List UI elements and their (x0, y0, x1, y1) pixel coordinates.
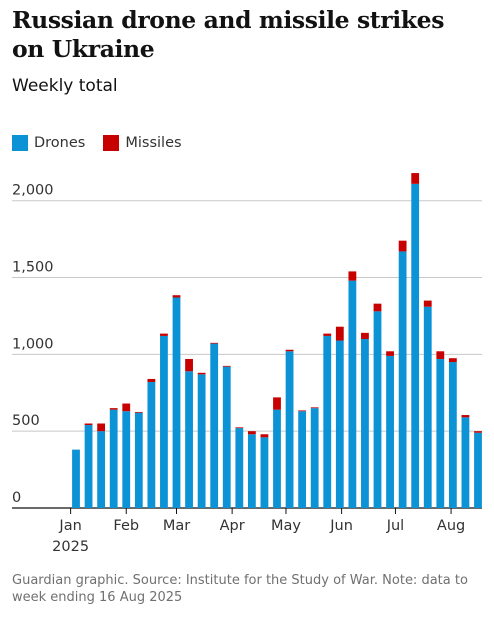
bar-missiles (310, 407, 319, 409)
x-tick-label: Apr (220, 518, 245, 534)
bar-drones (398, 251, 407, 508)
bar-missiles (122, 403, 131, 412)
bar-missiles (247, 431, 256, 435)
bar-drones (461, 417, 470, 508)
bar-drones (474, 432, 482, 508)
bar-missiles (260, 434, 269, 438)
source-note: Guardian graphic. Source: Institute for … (12, 573, 468, 605)
bar-missiles (160, 333, 168, 336)
bar-missiles (474, 431, 482, 433)
y-tick-label: 500 (12, 413, 40, 429)
bar-missiles (97, 423, 106, 432)
chart-subtitle: Weekly total (12, 76, 118, 96)
legend-item-drones: Drones (12, 135, 85, 151)
bar-drones (197, 374, 206, 508)
bar-drones (109, 409, 118, 508)
bar-missiles (109, 408, 118, 410)
bar-missiles (323, 333, 332, 336)
bar-drones (423, 306, 432, 508)
chart-title: Russian drone and missile strikes on Ukr… (12, 6, 445, 63)
bar-missiles (335, 326, 344, 341)
bar-drones (348, 280, 357, 508)
bar-drones (310, 408, 319, 508)
bar-drones (436, 358, 445, 508)
bar-drones (298, 411, 307, 508)
bar-drones (72, 449, 80, 508)
bar-missiles (172, 295, 181, 298)
bar-missiles (84, 423, 93, 426)
bar-missiles (197, 372, 206, 375)
bar-drones (97, 431, 106, 508)
bar-drones (273, 409, 281, 508)
bar-missiles (235, 427, 244, 429)
bar-drones (210, 343, 219, 508)
bar-drones (361, 339, 369, 508)
bar-missiles (210, 342, 219, 344)
legend-label-missiles: Missiles (125, 135, 182, 151)
x-tick-label: Aug (437, 518, 465, 534)
bar-missiles (411, 173, 420, 184)
bar-drones (222, 366, 231, 508)
y-tick-label: 1,000 (12, 336, 54, 352)
bar-missiles (273, 397, 281, 410)
bar-missiles (398, 240, 407, 252)
bar-drones (335, 340, 344, 508)
x-tick-year-label: 2025 (52, 539, 89, 555)
x-tick-label: Jun (329, 518, 353, 534)
bar-drones (260, 437, 269, 508)
bar-drones (160, 335, 168, 508)
bar-chart: 0 500 1,000 1,500 2,000 Jan 2025 Feb Mar Apr May Ju… (12, 173, 482, 555)
x-tick-label: Jul (386, 518, 405, 534)
bar-missiles (222, 365, 231, 367)
bar-drones (247, 434, 256, 508)
y-tick-label: 1,500 (12, 260, 54, 276)
x-tick-label: Feb (113, 518, 139, 534)
bar-drones (134, 412, 143, 508)
bar-missiles (461, 415, 470, 418)
bar-missiles (373, 303, 382, 312)
bar-drones (147, 382, 156, 508)
bar-drones (235, 428, 244, 508)
bar-missiles (348, 271, 357, 281)
bar-missiles (423, 300, 432, 307)
bar-drones (386, 355, 394, 508)
bar-drones (448, 362, 457, 508)
y-tick-label: 2,000 (12, 183, 54, 199)
legend-swatch-missiles (103, 135, 120, 151)
bar-missiles (134, 411, 143, 413)
bar-missiles (436, 351, 445, 359)
bar-missiles (448, 358, 457, 363)
y-tick-label: 0 (12, 490, 21, 506)
x-tick-label: May (271, 518, 301, 534)
bar-missiles (361, 332, 369, 339)
bar-drones (323, 335, 332, 508)
legend-item-missiles: Missiles (103, 135, 182, 151)
bar-drones (122, 411, 131, 508)
bar-drones (285, 351, 294, 508)
bar-missiles (185, 358, 193, 372)
x-tick-label: Mar (163, 518, 190, 534)
legend-label-drones: Drones (34, 135, 86, 151)
x-tick-label: Jan (58, 518, 81, 534)
bar-drones (84, 425, 93, 508)
bar-missiles (298, 410, 307, 412)
bar-drones (411, 183, 420, 508)
bar-drones (373, 311, 382, 508)
legend: Drones Missiles (12, 135, 200, 151)
bar-missiles (386, 351, 394, 356)
legend-swatch-drones (12, 135, 28, 151)
bar-drones (172, 297, 181, 508)
bar-drones (185, 371, 193, 508)
bar-missiles (285, 349, 294, 352)
bar-missiles (147, 378, 156, 383)
